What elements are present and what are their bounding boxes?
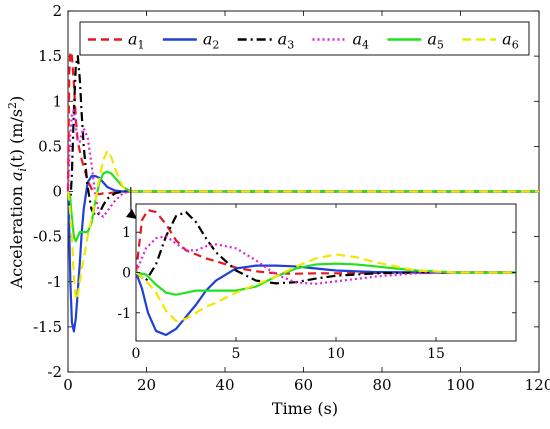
y-axis-label-sup: 2 [6, 102, 19, 109]
x-tick-label: 40 [215, 376, 234, 394]
legend-box [79, 21, 530, 56]
legend-label-a3: a3 [278, 30, 295, 52]
inset-y-tick-label: 0 [122, 266, 131, 282]
y-tick-label: 2 [52, 2, 62, 20]
inset-x-tick-label: 5 [232, 346, 241, 362]
x-tick-label: 80 [372, 376, 391, 394]
series-line-a4 [66, 109, 539, 218]
y-axis-label-var: a [7, 171, 26, 181]
inset-series-line-a6 [136, 253, 516, 322]
x-tick-label: 60 [294, 376, 313, 394]
x-axis-label: Time (s) [272, 399, 338, 418]
inset-axes: 0 5 10 15 -1 0 1 [117, 203, 517, 362]
y-axis-label-sub: i [16, 168, 29, 172]
legend-label-a4: a4 [353, 30, 370, 52]
inset-lines [136, 208, 516, 337]
inset-x-tick-label: 15 [427, 346, 445, 362]
y-tick-label: -1.5 [33, 318, 62, 336]
main-plot-lines [66, 50, 539, 333]
x-tick-label: 20 [137, 376, 156, 394]
legend: a1 a2 a3 a4 a5 a6 [79, 21, 530, 56]
x-tick-label: 100 [446, 376, 475, 394]
x-tick-label: 0 [63, 376, 73, 394]
x-tick-label: 120 [525, 376, 550, 394]
y-tick-label: 1.5 [38, 47, 62, 65]
zoom-arrow-head [126, 209, 137, 219]
legend-label-a5: a5 [427, 30, 444, 52]
series-line-a3 [66, 55, 539, 217]
series-line-a6 [66, 149, 539, 301]
y-tick-label: 0.5 [38, 137, 62, 155]
inset-series-line-a1 [136, 208, 516, 275]
legend-label-a1: a1 [128, 30, 145, 52]
y-tick-label: 1 [52, 92, 62, 110]
y-axis-label-suffix: ) [7, 96, 26, 102]
y-tick-label: -1 [47, 273, 62, 291]
series-line-a5 [66, 170, 539, 243]
y-axis-label-arg: (t) (m/s [7, 109, 26, 168]
zoom-arrow [126, 186, 137, 219]
main-axes: 0 20 40 60 80 100 120-2-1.5-1-0.500.511.52 [33, 2, 550, 394]
y-tick-label: -0.5 [33, 228, 62, 246]
legend-label-a6: a6 [502, 30, 519, 52]
inset-x-tick-label: 0 [132, 346, 141, 362]
y-tick-label: -2 [47, 363, 62, 381]
y-tick-label: 0 [52, 183, 62, 201]
inset-y-tick-label: -1 [117, 306, 131, 322]
legend-label-a2: a2 [203, 30, 220, 52]
y-axis-label: Acceleration ai(t) (m/s2) [6, 96, 29, 290]
inset-y-tick-label: 1 [122, 225, 131, 241]
inset-x-tick-label: 10 [327, 346, 345, 362]
y-axis-label-prefix: Acceleration [7, 181, 26, 289]
